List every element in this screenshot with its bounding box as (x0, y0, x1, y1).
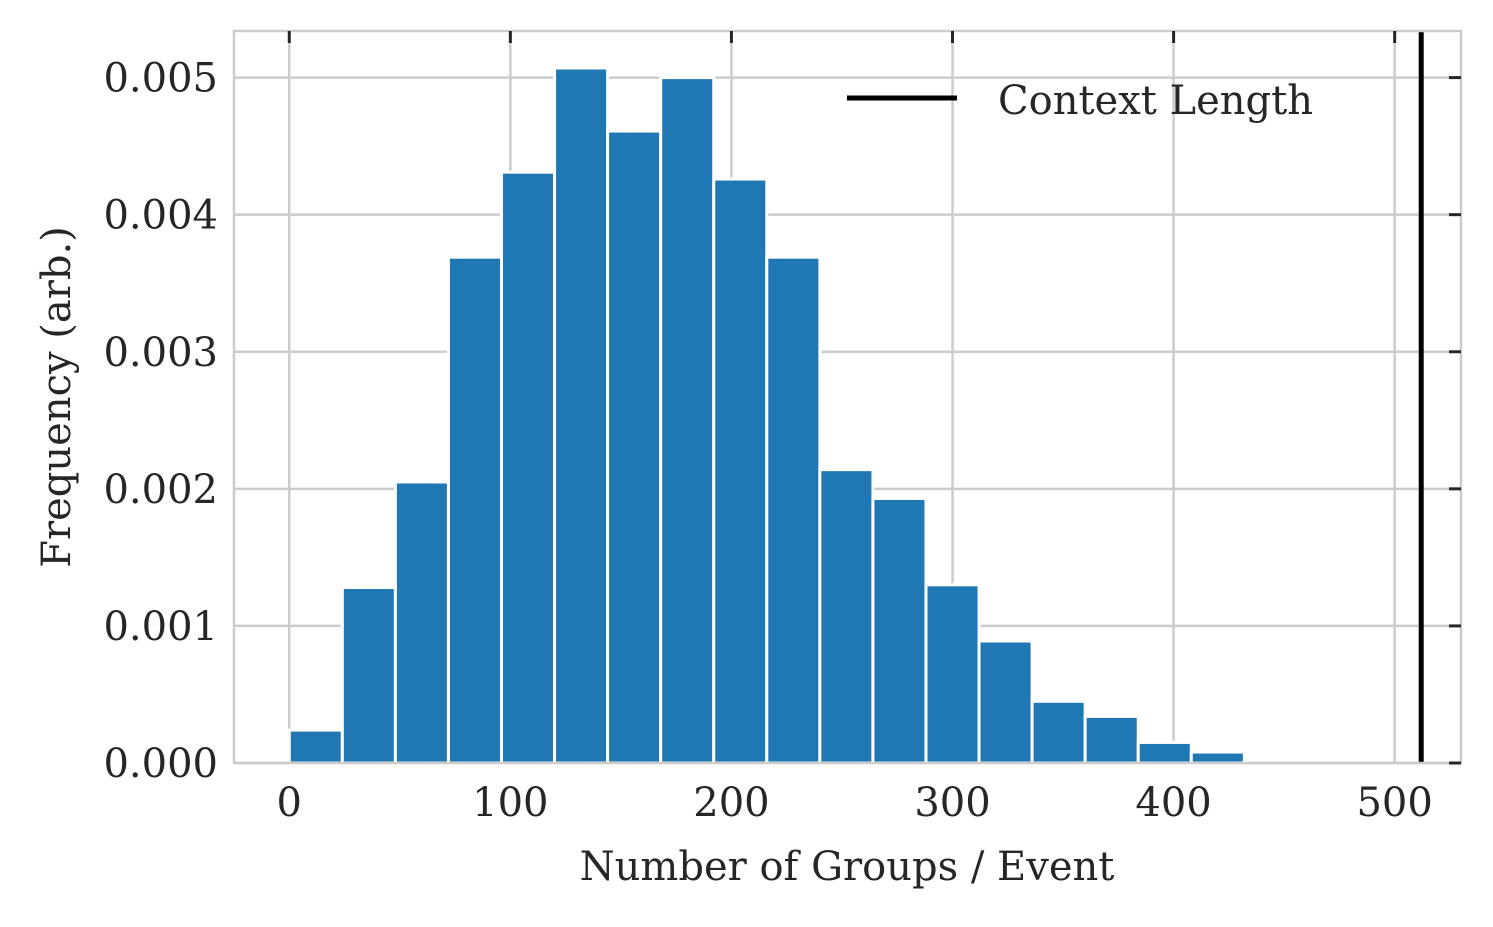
histogram-bar (659, 76, 716, 765)
y-tick-label: 0.001 (103, 604, 218, 650)
histogram-bar (393, 480, 450, 765)
histogram-bar (1030, 699, 1087, 765)
y-tick-label: 0.002 (103, 467, 218, 513)
histogram-bar (606, 129, 663, 765)
x-tick-label: 200 (693, 780, 769, 826)
histogram-bar (977, 639, 1034, 765)
x-tick-label: 100 (472, 780, 548, 826)
histogram-bar (500, 170, 557, 765)
x-tick-label: 0 (277, 780, 302, 826)
histogram-bar (553, 66, 610, 765)
histogram-bar (1083, 714, 1140, 765)
histogram-bars (287, 66, 1246, 765)
histogram-bar (1136, 740, 1193, 765)
histogram-bar (712, 177, 769, 765)
y-tick-label: 0.003 (103, 330, 218, 376)
x-axis-label: Number of Groups / Event (580, 844, 1115, 890)
histogram-bar (924, 583, 981, 765)
legend-label: Context Length (998, 78, 1313, 124)
axis-ticks: 0 100 200 300 400 500 0.000 0.001 0.002 0.003 0.00… (103, 31, 1461, 826)
histogram-bar (340, 586, 397, 765)
histogram-bar (1189, 750, 1246, 765)
histogram-bar (446, 255, 504, 765)
histogram-bar (818, 468, 875, 765)
x-tick-label: 500 (1356, 780, 1432, 826)
legend: Context Length (847, 78, 1313, 124)
y-tick-label: 0.004 (103, 193, 218, 239)
y-tick-label: 0.005 (103, 56, 218, 102)
histogram-bar (765, 255, 822, 765)
plot-frame (232, 29, 1463, 765)
histogram-bar (287, 728, 344, 765)
x-tick-label: 300 (914, 780, 990, 826)
y-axis-label: Frequency (arb.) (34, 226, 80, 568)
histogram-bar (871, 496, 928, 765)
y-tick-label: 0.000 (103, 741, 218, 787)
x-tick-label: 400 (1135, 780, 1211, 826)
